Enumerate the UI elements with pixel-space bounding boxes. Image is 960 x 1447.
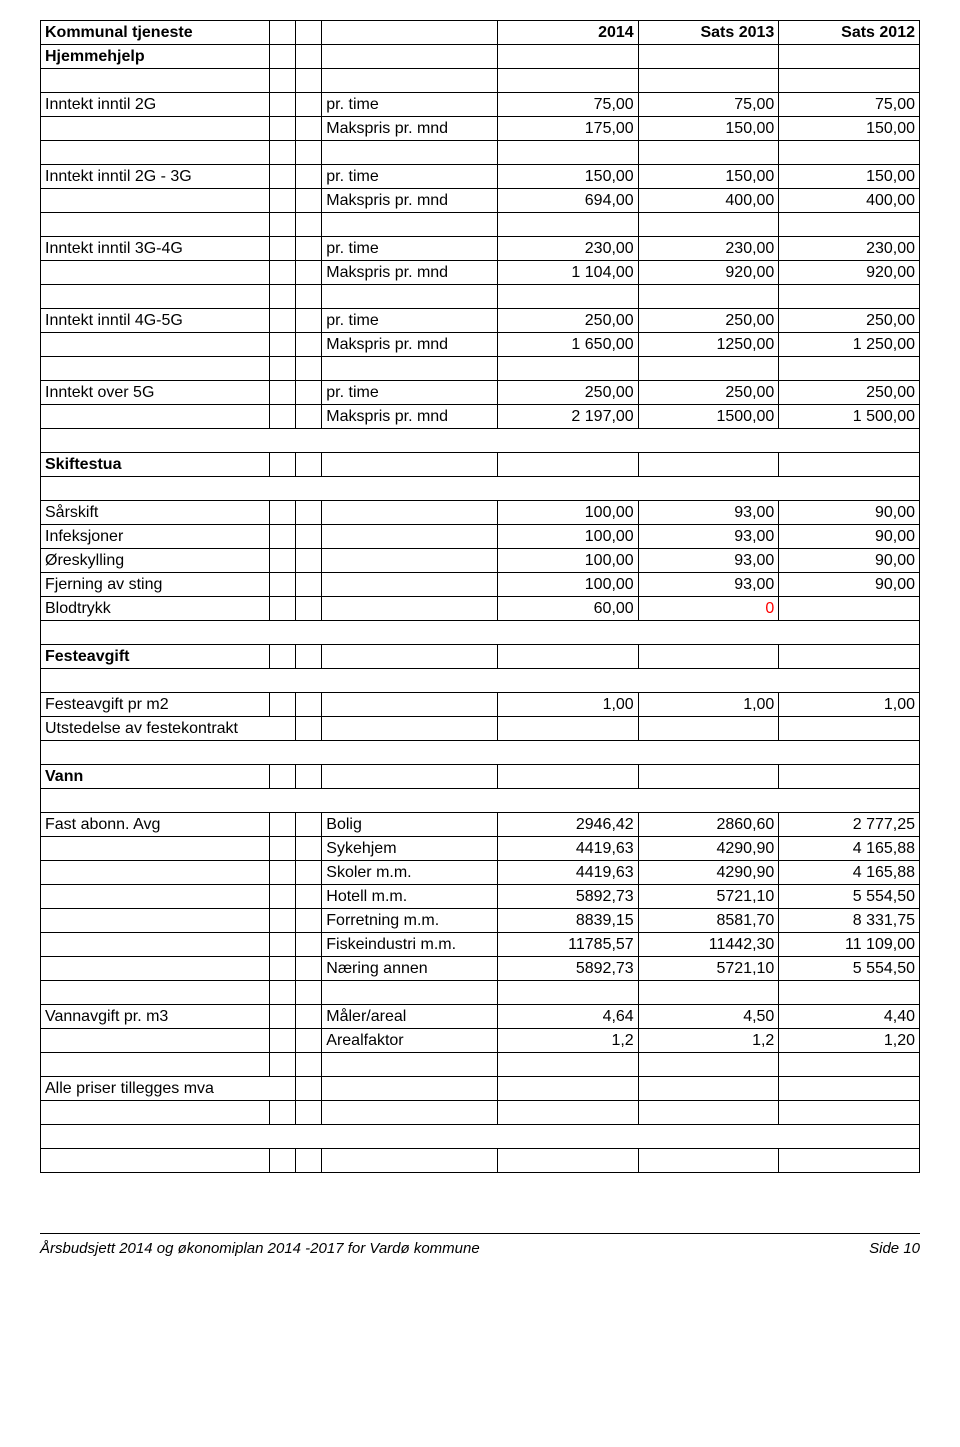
header-service: Kommunal tjeneste: [41, 21, 270, 45]
label-inntekt-2g-3g: Inntekt inntil 2G - 3G: [41, 165, 270, 189]
label-sykehjem: Sykehjem: [322, 837, 498, 861]
header-2012: Sats 2012: [779, 21, 920, 45]
footer-left: Årsbudsjett 2014 og økonomiplan 2014 -20…: [40, 1240, 480, 1257]
section-festeavgift: Festeavgift: [41, 645, 270, 669]
label-inntekt-over-5g: Inntekt over 5G: [41, 381, 270, 405]
label-fiskeindustri: Fiskeindustri m.m.: [322, 933, 498, 957]
label-hotell: Hotell m.m.: [322, 885, 498, 909]
unit-makspris: Makspris pr. mnd: [322, 117, 498, 141]
val-i2g-maks-2014: 175,00: [498, 117, 639, 141]
header-blank1: [269, 21, 295, 45]
label-maler: Måler/areal: [322, 1005, 498, 1029]
header-2013: Sats 2013: [638, 21, 779, 45]
label-fjerning: Fjerning av sting: [41, 573, 270, 597]
header-blank3: [322, 21, 498, 45]
section-skiftestua: Skiftestua: [41, 453, 270, 477]
header-2014: 2014: [498, 21, 639, 45]
val-i2g-maks-2013: 150,00: [638, 117, 779, 141]
label-inntekt-4g-5g: Inntekt inntil 4G-5G: [41, 309, 270, 333]
label-infeksjoner: Infeksjoner: [41, 525, 270, 549]
header-blank2: [295, 21, 321, 45]
val-blodtrykk-2013: 0: [638, 597, 779, 621]
label-arealfaktor: Arealfaktor: [322, 1029, 498, 1053]
section-hjemmehjelp: Hjemmehjelp: [41, 45, 270, 69]
label-utstedelse: Utstedelse av festekontrakt: [41, 717, 296, 741]
label-bolig: Bolig: [322, 813, 498, 837]
page-footer: Årsbudsjett 2014 og økonomiplan 2014 -20…: [40, 1233, 920, 1257]
label-festeavgift-m2: Festeavgift pr m2: [41, 693, 270, 717]
label-fast-abonn: Fast abonn. Avg: [41, 813, 270, 837]
label-forretning: Forretning m.m.: [322, 909, 498, 933]
val-i2g-time-2013: 75,00: [638, 93, 779, 117]
footer-right: Side 10: [869, 1240, 920, 1257]
label-vannavgift: Vannavgift pr. m3: [41, 1005, 270, 1029]
val-i2g-time-2014: 75,00: [498, 93, 639, 117]
label-inntekt-3g-4g: Inntekt inntil 3G-4G: [41, 237, 270, 261]
label-oreskylling: Øreskylling: [41, 549, 270, 573]
label-skoler: Skoler m.m.: [322, 861, 498, 885]
label-sarskift: Sårskift: [41, 501, 270, 525]
val-i2g-time-2012: 75,00: [779, 93, 920, 117]
unit-pr-time: pr. time: [322, 93, 498, 117]
val-i2g-maks-2012: 150,00: [779, 117, 920, 141]
label-blodtrykk: Blodtrykk: [41, 597, 270, 621]
section-vann: Vann: [41, 765, 270, 789]
rates-table: Kommunal tjeneste 2014 Sats 2013 Sats 20…: [40, 20, 920, 1173]
label-inntekt-2g: Inntekt inntil 2G: [41, 93, 270, 117]
label-alle-priser: Alle priser tillegges mva: [41, 1077, 296, 1101]
label-naering: Næring annen: [322, 957, 498, 981]
